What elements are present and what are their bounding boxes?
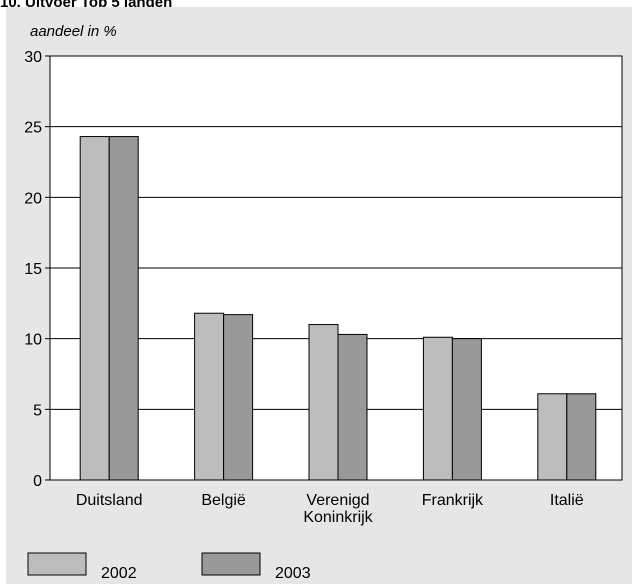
bar-2003-1 <box>108 136 139 481</box>
bar-2002-1 <box>79 136 110 481</box>
legend-swatch-2002 <box>27 552 87 576</box>
x-tick-label: Duitsland <box>76 492 143 509</box>
bar-2003-3 <box>337 333 368 481</box>
bar-2003-2 <box>223 314 254 481</box>
legend-label-2003: 2003 <box>275 565 311 582</box>
bar-2002-4 <box>422 336 453 481</box>
y-tick-label: 5 <box>33 402 42 419</box>
bar-2002-5 <box>537 393 568 481</box>
x-tick-label: België <box>201 492 246 509</box>
y-tick-label: 15 <box>24 261 42 278</box>
bar-2003-5 <box>566 393 597 481</box>
page-title: 10. Uitvoer Top 5 landen <box>0 0 173 11</box>
bar-2003-4 <box>451 338 482 481</box>
y-tick-label: 0 <box>33 473 42 490</box>
legend-swatch-2003 <box>201 552 261 576</box>
y-tick-label: 25 <box>24 120 42 137</box>
y-tick-label: 10 <box>24 332 42 349</box>
legend-label-2002: 2002 <box>101 565 137 582</box>
bar-2002-2 <box>194 312 225 481</box>
y-axis-label: aandeel in % <box>30 23 117 40</box>
x-tick-label: Frankrijk <box>422 492 484 509</box>
x-tick-label: Verenigd Koninkrijk <box>303 492 373 526</box>
x-tick-label: Italië <box>550 492 584 509</box>
y-tick-label: 20 <box>24 190 42 207</box>
bar-2002-3 <box>308 324 339 481</box>
y-tick-label: 30 <box>24 49 42 66</box>
